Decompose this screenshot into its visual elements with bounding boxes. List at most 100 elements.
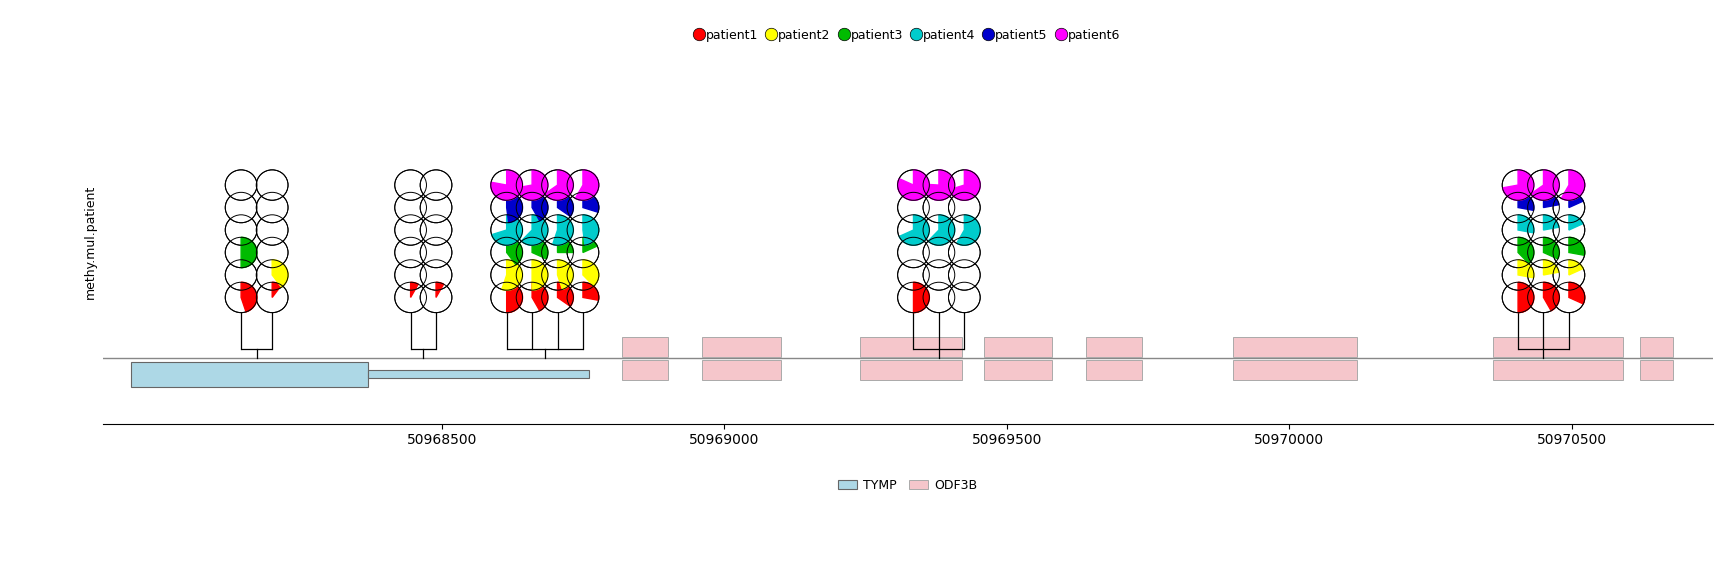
Bar (622, 360, 667, 380)
Polygon shape (575, 170, 600, 200)
Polygon shape (1569, 237, 1585, 255)
Ellipse shape (394, 237, 427, 268)
Polygon shape (1543, 260, 1559, 275)
Ellipse shape (1553, 237, 1585, 268)
Ellipse shape (1502, 260, 1534, 290)
Polygon shape (1562, 170, 1585, 200)
Ellipse shape (541, 192, 574, 223)
Ellipse shape (517, 282, 548, 313)
Ellipse shape (225, 215, 257, 245)
Ellipse shape (897, 170, 930, 200)
Polygon shape (928, 215, 956, 245)
Ellipse shape (567, 192, 600, 223)
Polygon shape (897, 170, 930, 200)
Ellipse shape (897, 260, 930, 290)
Ellipse shape (491, 192, 522, 223)
Ellipse shape (517, 170, 548, 200)
Polygon shape (1543, 282, 1559, 311)
Polygon shape (532, 192, 548, 221)
Ellipse shape (923, 282, 956, 313)
Polygon shape (1543, 215, 1559, 230)
Ellipse shape (420, 237, 453, 268)
Ellipse shape (1528, 192, 1559, 223)
Ellipse shape (1502, 215, 1534, 245)
Ellipse shape (923, 192, 956, 223)
Polygon shape (532, 237, 548, 259)
Polygon shape (242, 282, 257, 312)
Ellipse shape (517, 237, 548, 268)
Ellipse shape (567, 237, 600, 268)
Polygon shape (506, 237, 522, 265)
Polygon shape (558, 282, 574, 306)
Polygon shape (1502, 170, 1534, 200)
Bar (861, 336, 961, 357)
Ellipse shape (541, 215, 574, 245)
Polygon shape (582, 260, 600, 286)
Ellipse shape (225, 170, 257, 200)
Ellipse shape (567, 282, 600, 313)
Bar (1232, 360, 1356, 380)
Polygon shape (582, 282, 600, 300)
Ellipse shape (949, 260, 980, 290)
Polygon shape (544, 170, 574, 200)
Polygon shape (506, 282, 522, 313)
Ellipse shape (949, 170, 980, 200)
Polygon shape (957, 215, 980, 245)
Ellipse shape (923, 170, 956, 200)
Polygon shape (411, 282, 418, 297)
Ellipse shape (225, 192, 257, 223)
Ellipse shape (541, 237, 574, 268)
Ellipse shape (949, 215, 980, 245)
Polygon shape (949, 170, 980, 200)
Bar (1085, 360, 1142, 380)
Polygon shape (491, 215, 522, 245)
Bar (985, 336, 1052, 357)
Ellipse shape (1502, 192, 1534, 223)
Ellipse shape (394, 170, 427, 200)
Bar (1640, 336, 1673, 357)
Bar (368, 370, 589, 378)
Ellipse shape (949, 237, 980, 268)
Polygon shape (1543, 237, 1559, 259)
Polygon shape (1519, 237, 1534, 264)
Polygon shape (558, 237, 574, 252)
Polygon shape (1569, 260, 1583, 275)
Ellipse shape (491, 282, 522, 313)
Ellipse shape (1553, 282, 1585, 313)
Polygon shape (1569, 192, 1583, 207)
Ellipse shape (949, 282, 980, 313)
Polygon shape (491, 170, 522, 200)
Bar (1085, 336, 1142, 357)
Polygon shape (273, 260, 289, 287)
Polygon shape (582, 237, 598, 252)
Ellipse shape (897, 192, 930, 223)
Ellipse shape (256, 237, 289, 268)
Polygon shape (582, 192, 600, 212)
Ellipse shape (1528, 260, 1559, 290)
Ellipse shape (256, 192, 289, 223)
Legend: TYMP, ODF3B: TYMP, ODF3B (833, 474, 983, 497)
Polygon shape (1569, 282, 1585, 304)
Ellipse shape (491, 260, 522, 290)
Ellipse shape (517, 215, 548, 245)
Ellipse shape (394, 215, 427, 245)
Ellipse shape (1502, 237, 1534, 268)
Ellipse shape (517, 192, 548, 223)
Bar (702, 360, 781, 380)
Polygon shape (1569, 215, 1583, 230)
Polygon shape (435, 282, 444, 297)
Ellipse shape (567, 170, 600, 200)
Ellipse shape (1502, 170, 1534, 200)
Ellipse shape (923, 215, 956, 245)
Bar (1493, 360, 1623, 380)
Polygon shape (558, 260, 574, 289)
Polygon shape (1543, 192, 1559, 207)
Ellipse shape (491, 215, 522, 245)
Ellipse shape (420, 260, 453, 290)
Ellipse shape (491, 170, 522, 200)
Ellipse shape (491, 237, 522, 268)
Ellipse shape (420, 215, 453, 245)
Ellipse shape (949, 192, 980, 223)
Ellipse shape (517, 260, 548, 290)
Polygon shape (532, 282, 548, 311)
